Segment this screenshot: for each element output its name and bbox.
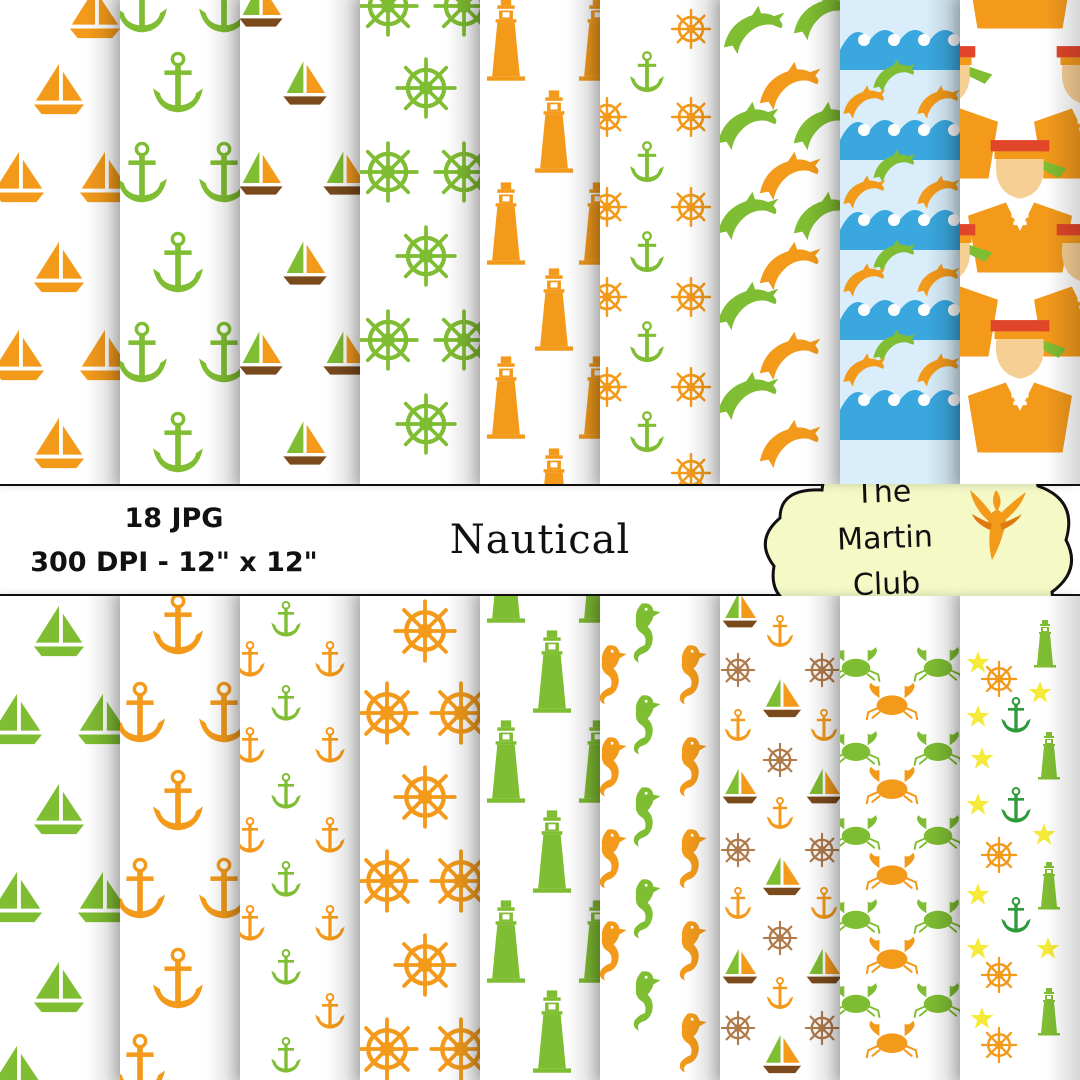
paper-ship-wheel-green: [360, 0, 480, 484]
paper-anchor-wheel-orange: [600, 0, 720, 484]
paper-lighthouse-orange: [480, 0, 600, 484]
paper-anchor-green: [120, 0, 240, 484]
collection-title: Nautical: [449, 517, 631, 563]
phoenix-icon: [970, 490, 1026, 560]
brand-name: The Martin Club: [808, 467, 963, 610]
paper-star-anchor: [960, 596, 1080, 1080]
paper-sailboat-orange: [0, 0, 120, 484]
paper-mixed-nautical: [720, 596, 840, 1080]
resolution-label: 300 DPI - 12" x 12": [30, 547, 318, 578]
papers-row-top: [0, 0, 1080, 484]
brand-line-2: Martin: [836, 519, 934, 558]
paper-sailboat-green: [0, 596, 120, 1080]
paper-sailor: [960, 0, 1080, 484]
paper-ship-wheel-orange: [360, 596, 480, 1080]
paper-crab: [840, 596, 960, 1080]
file-count-label: 18 JPG: [124, 503, 224, 534]
paper-lighthouse-green: [480, 596, 600, 1080]
papers-row-bottom: [0, 596, 1080, 1080]
paper-anchor-small: [240, 596, 360, 1080]
paper-sailboat-tricolor: [240, 0, 360, 484]
paper-dolphin: [720, 0, 840, 484]
spec-block: 18 JPG 300 DPI - 12" x 12": [0, 500, 348, 582]
paper-waves: [840, 0, 960, 484]
paper-anchor-orange: [120, 596, 240, 1080]
paper-seahorse: [600, 596, 720, 1080]
